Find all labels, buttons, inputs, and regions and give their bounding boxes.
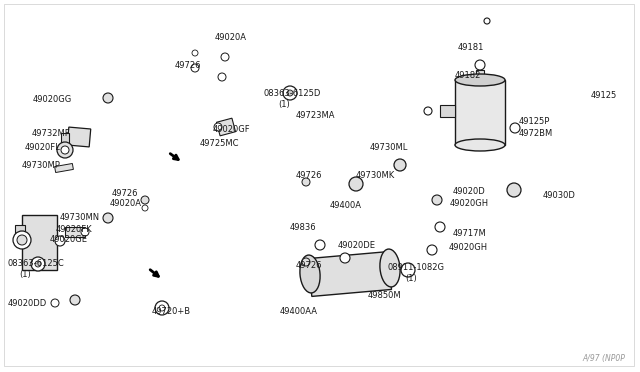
Text: 49020DD: 49020DD	[8, 299, 47, 308]
Bar	[476, 70, 484, 78]
Circle shape	[17, 235, 27, 245]
Circle shape	[315, 240, 325, 250]
Circle shape	[13, 231, 31, 249]
Text: 49020FL: 49020FL	[25, 144, 61, 153]
Text: 49726: 49726	[112, 189, 138, 198]
Circle shape	[51, 299, 59, 307]
Circle shape	[302, 258, 310, 266]
Text: 49725MC: 49725MC	[200, 138, 239, 148]
Circle shape	[155, 301, 169, 315]
Text: (1): (1)	[405, 275, 417, 283]
Circle shape	[287, 90, 293, 96]
Text: 49020A: 49020A	[215, 33, 247, 42]
Text: 08363-6125D: 08363-6125D	[264, 89, 321, 97]
Circle shape	[218, 73, 226, 81]
Bar	[22, 215, 57, 270]
Text: 49020FK: 49020FK	[56, 224, 93, 234]
Circle shape	[435, 222, 445, 232]
Circle shape	[55, 236, 65, 246]
Text: (1): (1)	[278, 99, 290, 109]
Circle shape	[61, 146, 69, 154]
Bar	[163, 22, 338, 172]
Circle shape	[475, 60, 485, 70]
Circle shape	[510, 123, 520, 133]
Text: 49020D: 49020D	[453, 187, 486, 196]
Ellipse shape	[380, 249, 400, 287]
Text: 49125P: 49125P	[519, 118, 550, 126]
Circle shape	[340, 253, 350, 263]
Text: 49717M: 49717M	[453, 228, 487, 237]
Text: 49730MP: 49730MP	[22, 161, 61, 170]
Text: 49020A: 49020A	[110, 199, 142, 208]
Text: 49723MA: 49723MA	[296, 112, 335, 121]
Text: 49720+B: 49720+B	[152, 308, 191, 317]
Circle shape	[394, 159, 406, 171]
Text: A/97 (NP0P: A/97 (NP0P	[582, 353, 625, 362]
Text: 08911-1082G: 08911-1082G	[388, 263, 445, 273]
Circle shape	[159, 305, 165, 311]
Circle shape	[349, 177, 363, 191]
Circle shape	[427, 245, 437, 255]
Bar	[15, 120, 190, 200]
Circle shape	[192, 50, 198, 56]
Circle shape	[507, 183, 521, 197]
Bar	[308, 251, 392, 296]
Circle shape	[191, 64, 199, 72]
Circle shape	[81, 228, 89, 236]
Text: 49730ML: 49730ML	[370, 144, 408, 153]
Ellipse shape	[455, 139, 505, 151]
Bar	[10, 205, 185, 320]
Bar	[440, 105, 455, 117]
Text: 4972BM: 4972BM	[519, 128, 553, 138]
Text: 49400AA: 49400AA	[280, 308, 318, 317]
Circle shape	[31, 257, 45, 271]
Bar	[61, 133, 69, 147]
Text: 49836: 49836	[290, 224, 317, 232]
Circle shape	[424, 107, 432, 115]
Bar	[54, 163, 74, 173]
Text: 49020GH: 49020GH	[450, 199, 489, 208]
Ellipse shape	[300, 255, 320, 293]
Text: 49726: 49726	[175, 61, 202, 70]
Circle shape	[141, 196, 149, 204]
Bar	[430, 18, 595, 178]
Text: (1): (1)	[19, 269, 31, 279]
Bar	[15, 225, 25, 240]
Text: 49182: 49182	[455, 71, 481, 80]
Circle shape	[103, 213, 113, 223]
Circle shape	[432, 195, 442, 205]
Circle shape	[283, 86, 297, 100]
Circle shape	[142, 205, 148, 211]
Bar	[65, 227, 85, 237]
Text: 49125: 49125	[591, 90, 617, 99]
Circle shape	[484, 18, 490, 24]
Bar	[67, 127, 91, 147]
Circle shape	[103, 93, 113, 103]
Text: 49400A: 49400A	[330, 201, 362, 209]
Text: 49020DE: 49020DE	[338, 241, 376, 250]
Text: 49726: 49726	[296, 260, 323, 269]
Circle shape	[302, 178, 310, 186]
Bar	[455, 80, 505, 145]
Text: 49020GF: 49020GF	[213, 125, 251, 135]
Text: 49030D: 49030D	[543, 192, 576, 201]
Circle shape	[401, 263, 415, 277]
Circle shape	[35, 261, 41, 267]
Text: 49732MF: 49732MF	[32, 128, 70, 138]
Text: 49181: 49181	[458, 42, 484, 51]
Bar	[216, 118, 236, 136]
Text: 49726: 49726	[296, 170, 323, 180]
Circle shape	[57, 142, 73, 158]
Text: 49850M: 49850M	[368, 292, 402, 301]
Ellipse shape	[455, 74, 505, 86]
Circle shape	[70, 295, 80, 305]
Text: 49730MK: 49730MK	[356, 171, 396, 180]
Text: 49020GH: 49020GH	[449, 244, 488, 253]
Circle shape	[214, 123, 222, 131]
Text: 49730MN: 49730MN	[60, 214, 100, 222]
Text: 49020GG: 49020GG	[33, 96, 72, 105]
Text: 49020GE: 49020GE	[50, 235, 88, 244]
Circle shape	[221, 53, 229, 61]
Text: 08363-6125C: 08363-6125C	[8, 259, 65, 267]
